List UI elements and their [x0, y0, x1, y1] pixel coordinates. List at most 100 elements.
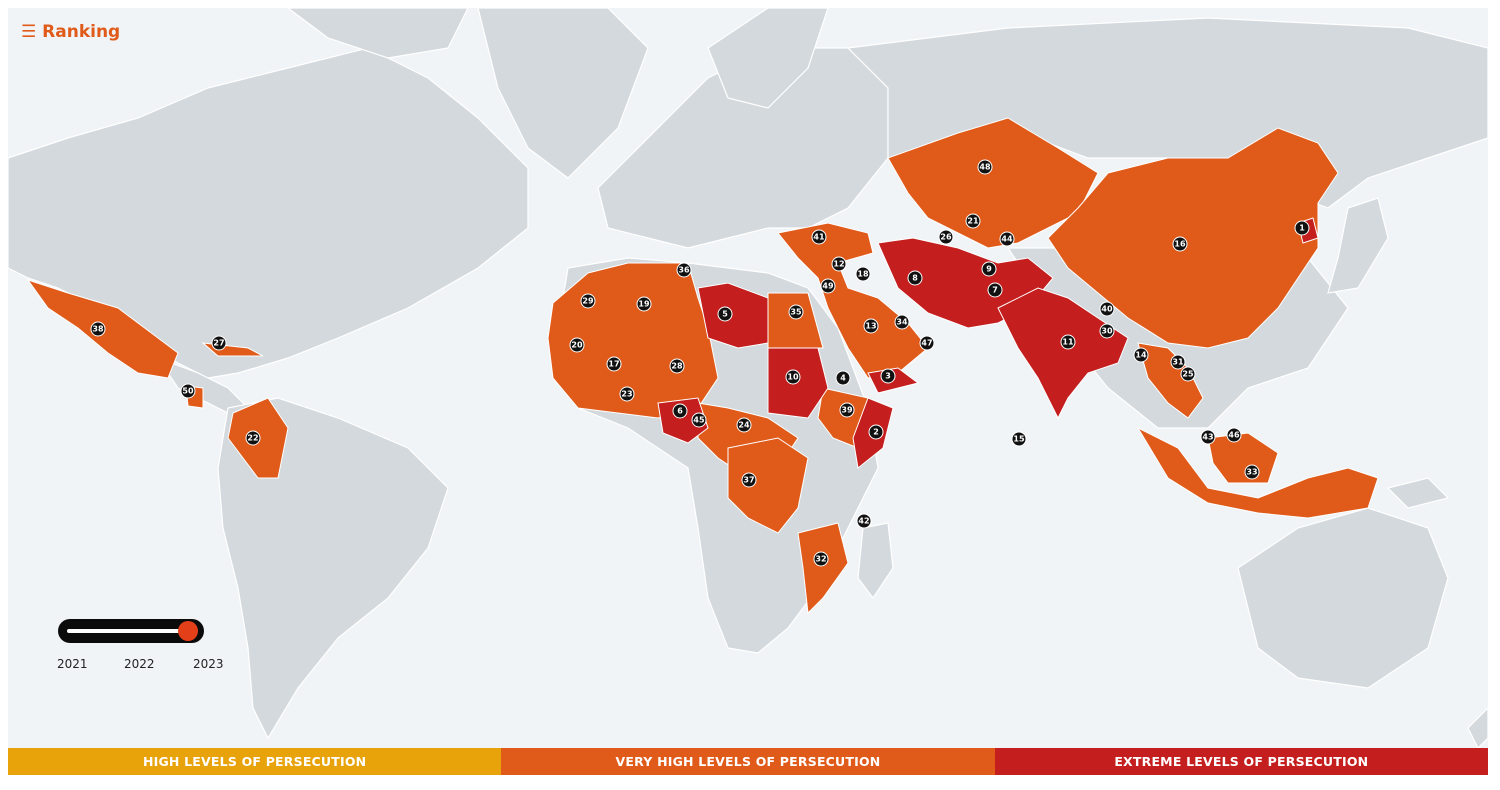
- year-slider[interactable]: [58, 619, 204, 643]
- rank-label: 2: [873, 428, 879, 437]
- rank-label: 25: [1182, 370, 1194, 379]
- rank-marker[interactable]: 16: [1172, 236, 1188, 252]
- rank-label: 1: [1299, 224, 1305, 233]
- rank-label: 12: [833, 260, 844, 269]
- rank-marker[interactable]: 6: [672, 403, 688, 419]
- rank-label: 4: [840, 374, 846, 383]
- rank-marker[interactable]: 44: [999, 231, 1015, 247]
- rank-marker[interactable]: 37: [741, 472, 757, 488]
- rank-markers[interactable]: 1 2 3 4 5 6 7 8 9 10 11 12 13 14 15 16 1…: [90, 159, 1310, 567]
- rank-marker[interactable]: 34: [894, 314, 910, 330]
- rank-label: 36: [678, 266, 690, 275]
- rank-label: 22: [247, 434, 258, 443]
- rank-marker[interactable]: 35: [788, 304, 804, 320]
- rank-marker[interactable]: 38: [90, 321, 106, 337]
- rank-marker[interactable]: 24: [736, 417, 752, 433]
- rank-label: 6: [677, 407, 683, 416]
- rank-marker[interactable]: 19: [636, 296, 652, 312]
- rank-label: 44: [1001, 235, 1013, 244]
- rank-marker[interactable]: 9: [981, 261, 997, 277]
- rank-marker[interactable]: 41: [811, 229, 827, 245]
- rank-marker[interactable]: 30: [1099, 323, 1115, 339]
- rank-label: 8: [912, 274, 918, 283]
- year-2023[interactable]: 2023: [193, 657, 224, 671]
- slider-track: [67, 629, 192, 633]
- rank-marker[interactable]: 26: [938, 229, 954, 245]
- rank-marker[interactable]: 47: [919, 335, 935, 351]
- world-map[interactable]: 1 2 3 4 5 6 7 8 9 10 11 12 13 14 15 16 1…: [8, 8, 1488, 748]
- year-2021[interactable]: 2021: [57, 657, 88, 671]
- rank-marker[interactable]: 12: [831, 256, 847, 272]
- rank-marker[interactable]: 5: [717, 306, 733, 322]
- rank-marker[interactable]: 2: [868, 424, 884, 440]
- rank-label: 27: [213, 339, 224, 348]
- rank-label: 46: [1228, 431, 1240, 440]
- rank-marker[interactable]: 22: [245, 430, 261, 446]
- rank-marker[interactable]: 3: [880, 368, 896, 384]
- rank-marker[interactable]: 43: [1200, 429, 1216, 445]
- rank-marker[interactable]: 42: [856, 513, 872, 529]
- rank-marker[interactable]: 27: [211, 335, 227, 351]
- rank-label: 30: [1101, 327, 1113, 336]
- rank-marker[interactable]: 17: [606, 356, 622, 372]
- year-labels: 2021 2022 2023: [40, 657, 230, 675]
- rank-marker[interactable]: 4: [835, 370, 851, 386]
- rank-marker[interactable]: 20: [569, 337, 585, 353]
- rank-marker[interactable]: 28: [669, 358, 685, 374]
- rank-label: 40: [1101, 305, 1113, 314]
- rank-marker[interactable]: 31: [1170, 354, 1186, 370]
- rank-marker[interactable]: 10: [785, 369, 801, 385]
- rank-marker[interactable]: 15: [1011, 431, 1027, 447]
- rank-marker[interactable]: 1: [1294, 220, 1310, 236]
- rank-marker[interactable]: 39: [839, 402, 855, 418]
- rank-label: 50: [182, 387, 194, 396]
- rank-marker[interactable]: 46: [1226, 427, 1242, 443]
- rank-marker[interactable]: 23: [619, 386, 635, 402]
- rank-label: 20: [571, 341, 583, 350]
- rank-label: 47: [921, 339, 932, 348]
- rank-marker[interactable]: 45: [691, 412, 707, 428]
- rank-label: 23: [621, 390, 632, 399]
- rank-label: 33: [1246, 468, 1257, 477]
- rank-marker[interactable]: 32: [813, 551, 829, 567]
- rank-marker[interactable]: 49: [820, 278, 836, 294]
- rank-label: 21: [967, 217, 979, 226]
- rank-label: 26: [940, 233, 952, 242]
- rank-label: 49: [822, 282, 834, 291]
- rank-marker[interactable]: 36: [676, 262, 692, 278]
- rank-marker[interactable]: 14: [1133, 347, 1149, 363]
- ranking-menu-button[interactable]: ☰ Ranking: [21, 22, 120, 42]
- ranking-label: ☰ Ranking: [21, 22, 121, 42]
- rank-label: 19: [638, 300, 650, 309]
- rank-marker[interactable]: 21: [965, 213, 981, 229]
- rank-label: 9: [986, 265, 992, 274]
- rank-marker[interactable]: 13: [863, 318, 879, 334]
- rank-marker[interactable]: 11: [1060, 334, 1076, 350]
- rank-label: 42: [858, 517, 869, 526]
- rank-label: 43: [1202, 433, 1213, 442]
- rank-marker[interactable]: 8: [907, 270, 923, 286]
- rank-marker[interactable]: 18: [855, 266, 871, 282]
- rank-marker[interactable]: 25: [1180, 366, 1196, 382]
- map-canvas[interactable]: 1 2 3 4 5 6 7 8 9 10 11 12 13 14 15 16 1…: [8, 8, 1488, 748]
- rank-marker[interactable]: 7: [987, 282, 1003, 298]
- rank-label: 17: [608, 360, 619, 369]
- rank-marker[interactable]: 48: [977, 159, 993, 175]
- rank-marker[interactable]: 33: [1244, 464, 1260, 480]
- rank-label: 48: [979, 163, 991, 172]
- rank-label: 39: [841, 406, 853, 415]
- rank-label: 3: [885, 372, 891, 381]
- rank-label: 34: [896, 318, 908, 327]
- rank-marker[interactable]: 50: [180, 383, 196, 399]
- base-land: [8, 8, 1488, 748]
- year-2022[interactable]: 2022: [124, 657, 155, 671]
- rank-label: 38: [92, 325, 104, 334]
- rank-marker[interactable]: 40: [1099, 301, 1115, 317]
- rank-label: 29: [582, 297, 594, 306]
- rank-marker[interactable]: 29: [580, 293, 596, 309]
- slider-thumb[interactable]: [178, 621, 198, 641]
- rank-label: 37: [743, 476, 754, 485]
- rank-label: 16: [1174, 240, 1186, 249]
- rank-label: 5: [722, 310, 728, 319]
- rank-label: 13: [865, 322, 876, 331]
